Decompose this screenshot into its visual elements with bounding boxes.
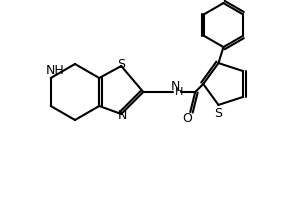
Text: S: S bbox=[117, 58, 125, 71]
Text: N: N bbox=[171, 80, 180, 94]
Text: S: S bbox=[214, 107, 223, 120]
Text: N: N bbox=[118, 108, 127, 122]
Text: NH: NH bbox=[46, 64, 64, 77]
Text: O: O bbox=[182, 112, 192, 124]
Text: H: H bbox=[175, 87, 183, 97]
